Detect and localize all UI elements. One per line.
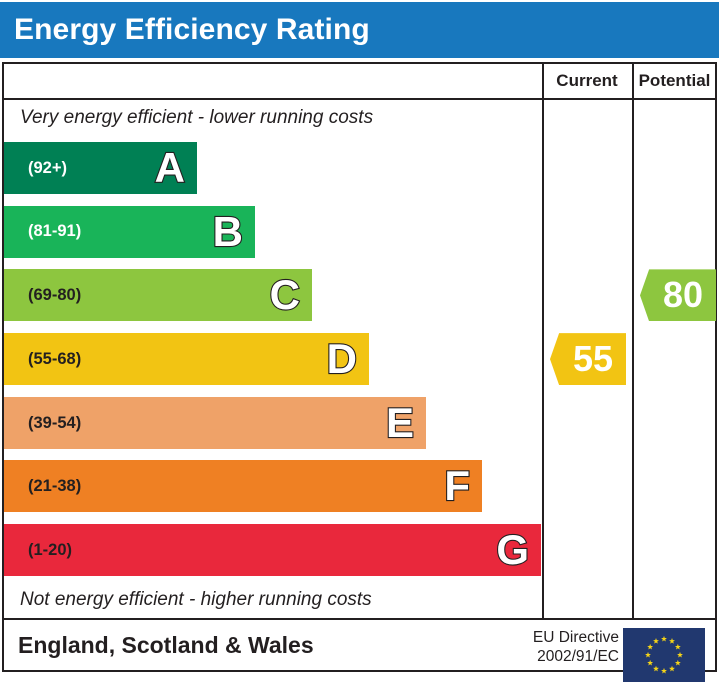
band-range-label: (21-38)	[28, 477, 82, 496]
column-divider-current	[542, 100, 544, 618]
chart-footer: England, Scotland & Wales EU Directive 2…	[4, 618, 715, 682]
band-range-label: (81-91)	[28, 222, 82, 241]
potential-rating-value: 80	[662, 274, 704, 316]
band-range-label: (39-54)	[28, 413, 82, 432]
footer-region-label: England, Scotland & Wales	[18, 631, 314, 658]
current-rating-value: 55	[572, 338, 614, 380]
band-letter-c: C	[269, 271, 302, 319]
caption-very-efficient-text: Very energy efficient - lower running co…	[20, 107, 374, 128]
table-header-row: Current Potential	[4, 64, 715, 100]
band-letter-f: F	[443, 462, 471, 510]
band-row: (39-54) E	[4, 391, 542, 455]
band-bar-g: (1-20) G	[4, 524, 541, 577]
band-range-label: (1-20)	[28, 540, 73, 559]
column-header-current-label: Current	[556, 71, 618, 90]
page-title: Energy Efficiency Rating	[14, 13, 370, 46]
band-list: (92+) A (81-91) B (69-80) C (55-68) D (39-54) E (2…	[4, 136, 542, 582]
caption-very-efficient: Very energy efficient - lower running co…	[4, 100, 542, 136]
rating-table: Current Potential Very energy efficient …	[2, 62, 717, 682]
band-letter-e: E	[385, 398, 415, 446]
footer-directive: EU Directive 2002/91/EC	[533, 628, 619, 667]
column-header-potential-label: Potential	[638, 71, 711, 90]
band-range-label: (92+)	[28, 158, 67, 177]
band-letter-a: A	[154, 144, 187, 191]
band-bar-f: (21-38) F	[4, 460, 482, 513]
potential-rating-arrow: 80	[640, 269, 716, 322]
band-row: (55-68) D	[4, 327, 542, 391]
band-letter-d: D	[326, 335, 359, 383]
current-rating-arrow: 55	[550, 333, 626, 386]
column-divider-potential	[632, 100, 634, 618]
band-bar-c: (69-80) C	[4, 269, 312, 322]
band-bar-a: (92+) A	[4, 142, 197, 194]
band-row: (92+) A	[4, 136, 542, 200]
band-letter-g: G	[495, 526, 530, 574]
band-letter-b: B	[212, 207, 245, 255]
footer-directive-line2: 2002/91/EC	[537, 648, 619, 666]
caption-not-efficient: Not energy efficient - higher running co…	[4, 582, 542, 618]
footer-directive-line1: EU Directive	[532, 629, 619, 646]
chart-title-bar: Energy Efficiency Rating	[0, 2, 719, 58]
band-row: (21-38) F	[4, 454, 542, 518]
band-range-label: (55-68)	[28, 349, 82, 368]
column-header-potential: Potential	[632, 64, 715, 98]
band-bar-d: (55-68) D	[4, 333, 369, 386]
eu-flag-icon	[623, 628, 705, 682]
column-header-current: Current	[542, 64, 630, 98]
band-bar-e: (39-54) E	[4, 396, 426, 449]
band-range-label: (69-80)	[28, 286, 82, 305]
caption-not-efficient-text: Not energy efficient - higher running co…	[20, 589, 372, 610]
band-row: (81-91) B	[4, 200, 542, 264]
band-bar-b: (81-91) B	[4, 205, 255, 258]
band-row: (1-20) G	[4, 518, 542, 582]
band-row: (69-80) C	[4, 263, 542, 327]
